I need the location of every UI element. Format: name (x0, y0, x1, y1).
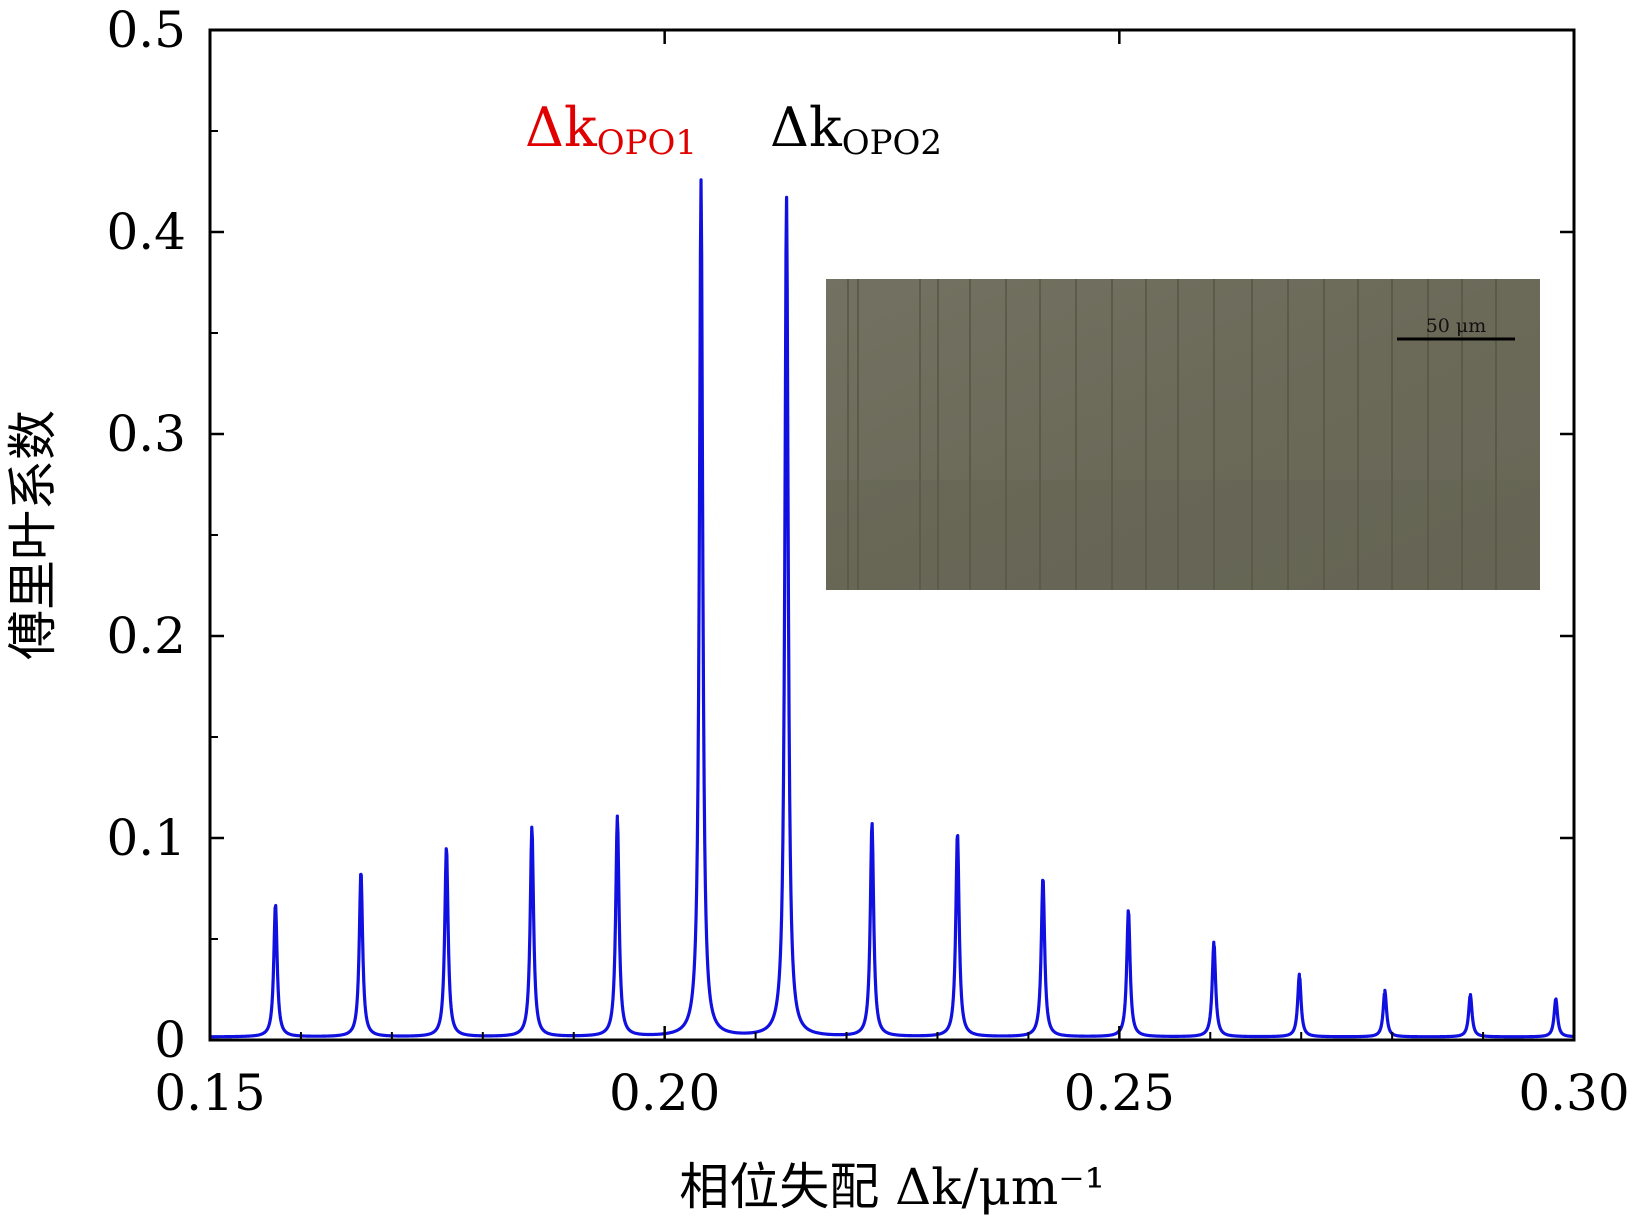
y-tick-label: 0 (154, 1011, 186, 1069)
annotation-opo1-main: Δk (525, 96, 598, 159)
y-tick-label: 0.4 (106, 203, 186, 261)
x-axis-title: 相位失配 Δk/μm⁻¹ (679, 1158, 1105, 1216)
annotation-opo2-main: Δk (770, 96, 843, 159)
micrograph-inset: 50 μm (826, 279, 1540, 590)
y-tick-label: 0.1 (106, 809, 186, 867)
annotation-opo2: ΔkOPO2 (770, 96, 942, 163)
y-tick-label: 0.5 (106, 1, 186, 59)
peak-annotations: ΔkOPO1 ΔkOPO2 (525, 96, 942, 163)
x-tick-label: 0.25 (1064, 1064, 1175, 1122)
inset-shadow (826, 480, 1540, 590)
x-tick-label: 0.30 (1518, 1064, 1629, 1122)
y-tick-label: 0.2 (106, 607, 186, 665)
axis-ticks (208, 28, 1576, 1042)
series-line (209, 178, 1575, 1039)
y-axis-title: 傅里叶系数 (4, 410, 62, 660)
axis-tick-labels: 0.15 0.20 0.25 0.30 0 0.1 0.2 0.3 0.4 0.5 (106, 1, 1629, 1122)
domain-stripes (826, 279, 1540, 590)
x-tick-label: 0.15 (154, 1064, 265, 1122)
annotation-opo1-sub: OPO1 (597, 123, 697, 163)
y-tick-label: 0.3 (106, 405, 186, 463)
scale-bar-label: 50 μm (1426, 315, 1487, 337)
annotation-opo1: ΔkOPO1 (525, 96, 697, 163)
x-tick-label: 0.20 (609, 1064, 720, 1122)
annotation-opo2-sub: OPO2 (842, 123, 942, 163)
inset-image (826, 279, 1540, 590)
